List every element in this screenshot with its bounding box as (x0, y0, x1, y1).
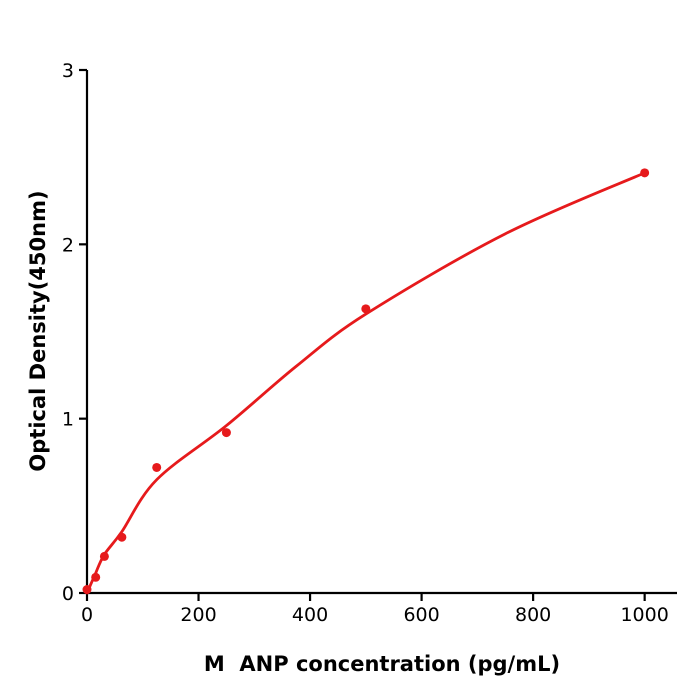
y-tick-label: 0 (62, 583, 74, 605)
data-point (91, 572, 101, 582)
data-point (640, 168, 650, 178)
x-tick-label: 400 (292, 604, 328, 626)
data-point (221, 428, 231, 438)
x-tick-label: 0 (81, 604, 93, 626)
x-axis-title: M ANP concentration (pg/mL) (203, 652, 561, 676)
x-tick-label: 1000 (620, 604, 668, 626)
x-tick-label: 200 (180, 604, 216, 626)
data-point (152, 462, 162, 472)
data-point (117, 532, 127, 542)
y-axis-title: Optical Density(450nm) (26, 190, 50, 472)
y-tick-label: 2 (62, 234, 74, 256)
x-tick-label: 800 (515, 604, 551, 626)
y-tick-label: 3 (62, 60, 74, 82)
fit-curve-line (85, 171, 647, 595)
data-point (361, 304, 371, 314)
y-tick-label: 1 (62, 409, 74, 431)
data-point (82, 585, 92, 595)
x-tick-label: 600 (403, 604, 439, 626)
data-point (99, 551, 109, 561)
